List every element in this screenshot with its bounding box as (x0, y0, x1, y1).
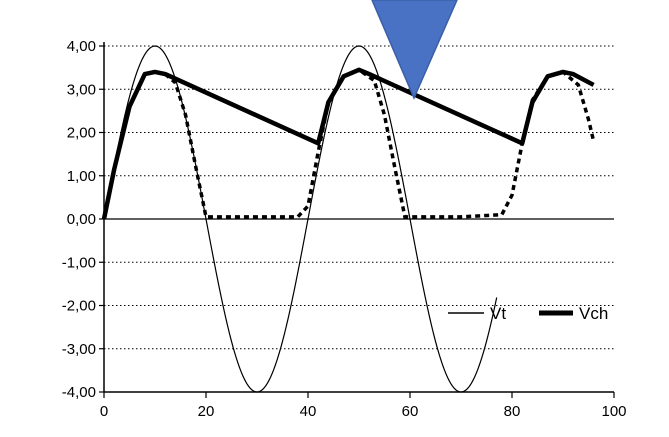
series-vch-line (101, 67, 595, 220)
y-tick-label: -4,00 (62, 384, 96, 401)
series-vt-line (103, 45, 498, 393)
legend-vch-label: Vch (579, 304, 608, 323)
pointer-marker-icon (371, 0, 458, 100)
legend-vt-label: Vt (490, 304, 506, 323)
x-tick-label: 0 (100, 403, 108, 420)
y-tick-label: 4,00 (67, 38, 96, 55)
y-tick-label: 3,00 (67, 81, 96, 98)
legend: Vt Vch (448, 304, 608, 323)
x-tick-label: 60 (402, 403, 419, 420)
x-tick-label: 40 (300, 403, 317, 420)
series-layer (101, 45, 596, 393)
axis-layer: 4,00 3,00 2,00 1,00 0,00 -1,00 -2,00 -3,00 -4,00… (62, 38, 627, 420)
y-tick-label: -2,00 (62, 298, 96, 315)
x-tick-label: 20 (198, 403, 215, 420)
y-tick-label: 1,00 (67, 168, 96, 185)
x-tick-label: 100 (601, 403, 626, 420)
marker-layer (371, 0, 458, 100)
y-tick-label: 2,00 (67, 125, 96, 142)
y-tick-label: -3,00 (62, 341, 96, 358)
y-tick-label: 0,00 (67, 211, 96, 228)
x-tick-label: 80 (504, 403, 521, 420)
y-tick-label: -1,00 (62, 254, 96, 271)
